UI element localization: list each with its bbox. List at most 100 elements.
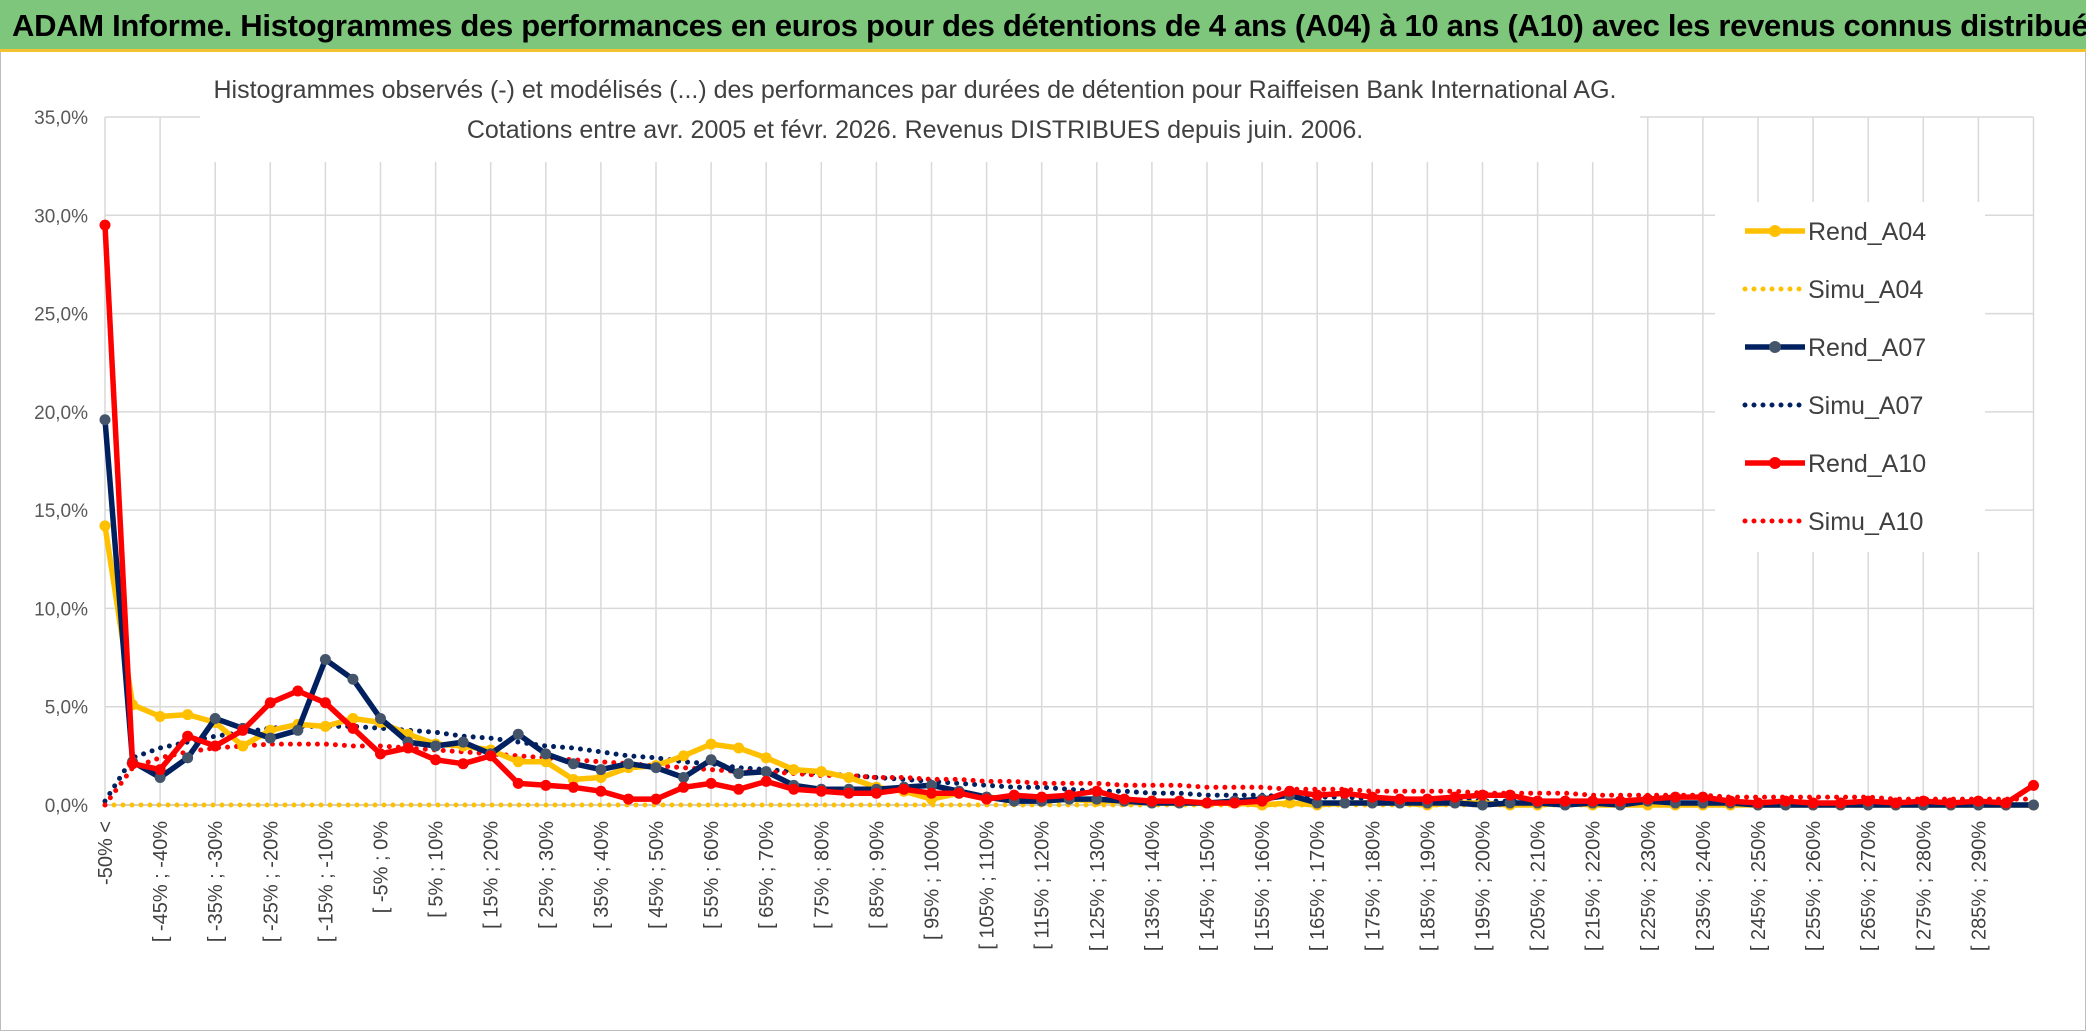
data-point — [926, 787, 937, 799]
data-point — [1201, 797, 1213, 809]
data-point — [99, 219, 111, 231]
data-point — [99, 520, 111, 532]
data-point — [1008, 789, 1020, 801]
data-point — [1339, 797, 1351, 809]
x-tick-label: [ 65% ; 70% — [756, 821, 778, 929]
data-point — [981, 793, 993, 805]
x-tick-label: [ 155% ; 160% — [1252, 821, 1274, 951]
data-point — [1862, 795, 1874, 807]
data-point — [898, 783, 910, 795]
data-point — [1697, 791, 1709, 803]
legend-label: Simu_A07 — [1808, 392, 1923, 420]
data-point — [1421, 793, 1433, 805]
data-point — [209, 713, 221, 725]
data-point — [1311, 797, 1323, 809]
data-point — [815, 766, 827, 778]
data-point — [926, 779, 937, 791]
data-point — [622, 758, 634, 770]
y-tick-label: 10,0% — [34, 599, 88, 620]
x-tick-label: [ -45% ; -40% — [150, 821, 172, 942]
data-point — [209, 740, 221, 752]
legend-label: Rend_A07 — [1808, 334, 1926, 362]
legend-marker — [1769, 341, 1781, 353]
data-point — [99, 414, 111, 426]
data-point — [567, 781, 579, 793]
data-point — [733, 783, 745, 795]
x-tick-label: [ 135% ; 140% — [1142, 821, 1164, 951]
data-point — [540, 756, 552, 768]
y-tick-label: 35,0% — [34, 108, 88, 129]
x-tick-label: [ 105% ; 110% — [977, 821, 999, 950]
data-point — [1532, 795, 1544, 807]
data-point — [1256, 795, 1268, 807]
series-Rend_A04 — [99, 520, 2039, 811]
data-point — [1394, 793, 1406, 805]
data-point — [375, 713, 386, 725]
legend-item-Simu_A07: Simu_A07 — [1742, 392, 1923, 420]
x-tick-label: [ -15% ; -10% — [315, 821, 337, 942]
data-point — [402, 742, 414, 754]
report-title: ADAM Informe. Histogrammes des performan… — [12, 8, 2086, 43]
legend-label: Simu_A10 — [1808, 508, 1923, 536]
data-point — [457, 758, 469, 770]
x-tick-label: [ -5% ; 0% — [371, 821, 393, 913]
y-tick-label: 30,0% — [34, 206, 88, 227]
data-point — [595, 771, 607, 783]
series-line-Rend_A04 — [102, 525, 2034, 808]
data-point — [622, 793, 634, 805]
y-tick-label: 25,0% — [34, 305, 88, 326]
data-point — [650, 793, 662, 805]
data-point — [678, 771, 690, 783]
data-point — [1063, 789, 1075, 801]
x-tick-label: [ 115% ; 120% — [1032, 821, 1054, 950]
data-point — [1835, 797, 1847, 809]
x-tick-label: [ 205% ; 210% — [1528, 821, 1550, 951]
data-point — [1449, 791, 1461, 803]
data-point — [1559, 795, 1571, 807]
data-point — [2028, 799, 2039, 811]
x-tick-label: [ 215% ; 220% — [1583, 821, 1605, 951]
data-point — [264, 724, 276, 736]
y-tick-label: 20,0% — [34, 403, 88, 424]
data-point — [1284, 785, 1296, 797]
data-point — [1173, 795, 1185, 807]
data-point — [430, 754, 442, 766]
data-point — [705, 754, 717, 766]
y-axis-ticks: 0,0% 5,0% 10,0% 15,0% 20,0% 25,0% 30,0% 35,0% — [34, 108, 88, 817]
data-point — [1587, 795, 1599, 807]
data-point — [1118, 793, 1130, 805]
data-point — [650, 762, 662, 774]
data-point — [237, 740, 249, 752]
vertical-gridlines — [104, 117, 2035, 805]
data-point — [2000, 797, 2012, 809]
data-point — [319, 654, 331, 666]
data-point — [292, 685, 304, 697]
data-point — [264, 732, 276, 744]
data-point — [1780, 795, 1792, 807]
x-tick-label: [ 95% ; 100% — [922, 821, 944, 940]
data-point — [1339, 787, 1351, 799]
data-point — [1669, 791, 1681, 803]
x-tick-label: [ 35% ; 40% — [591, 821, 613, 929]
data-point — [1945, 797, 1957, 809]
data-point — [705, 777, 717, 789]
legend-item-Rend_A10: Rend_A10 — [1745, 450, 1926, 478]
data-point — [457, 736, 469, 748]
data-point — [430, 740, 442, 752]
x-tick-label: [ 265% ; 270% — [1858, 821, 1880, 951]
data-point — [540, 779, 552, 791]
data-point — [1614, 795, 1626, 807]
data-point — [733, 742, 745, 754]
legend-background — [1715, 202, 1985, 552]
data-point — [788, 764, 800, 776]
data-point — [760, 752, 772, 764]
data-point — [154, 711, 166, 723]
x-tick-label: [ 85% ; 90% — [866, 821, 888, 929]
data-point — [678, 781, 690, 793]
data-point — [678, 750, 690, 762]
legend-label: Rend_A10 — [1808, 450, 1926, 478]
title-background — [200, 58, 1640, 162]
data-point — [182, 730, 194, 742]
x-tick-label: [ 15% ; 20% — [481, 821, 503, 929]
data-point — [1504, 797, 1516, 809]
